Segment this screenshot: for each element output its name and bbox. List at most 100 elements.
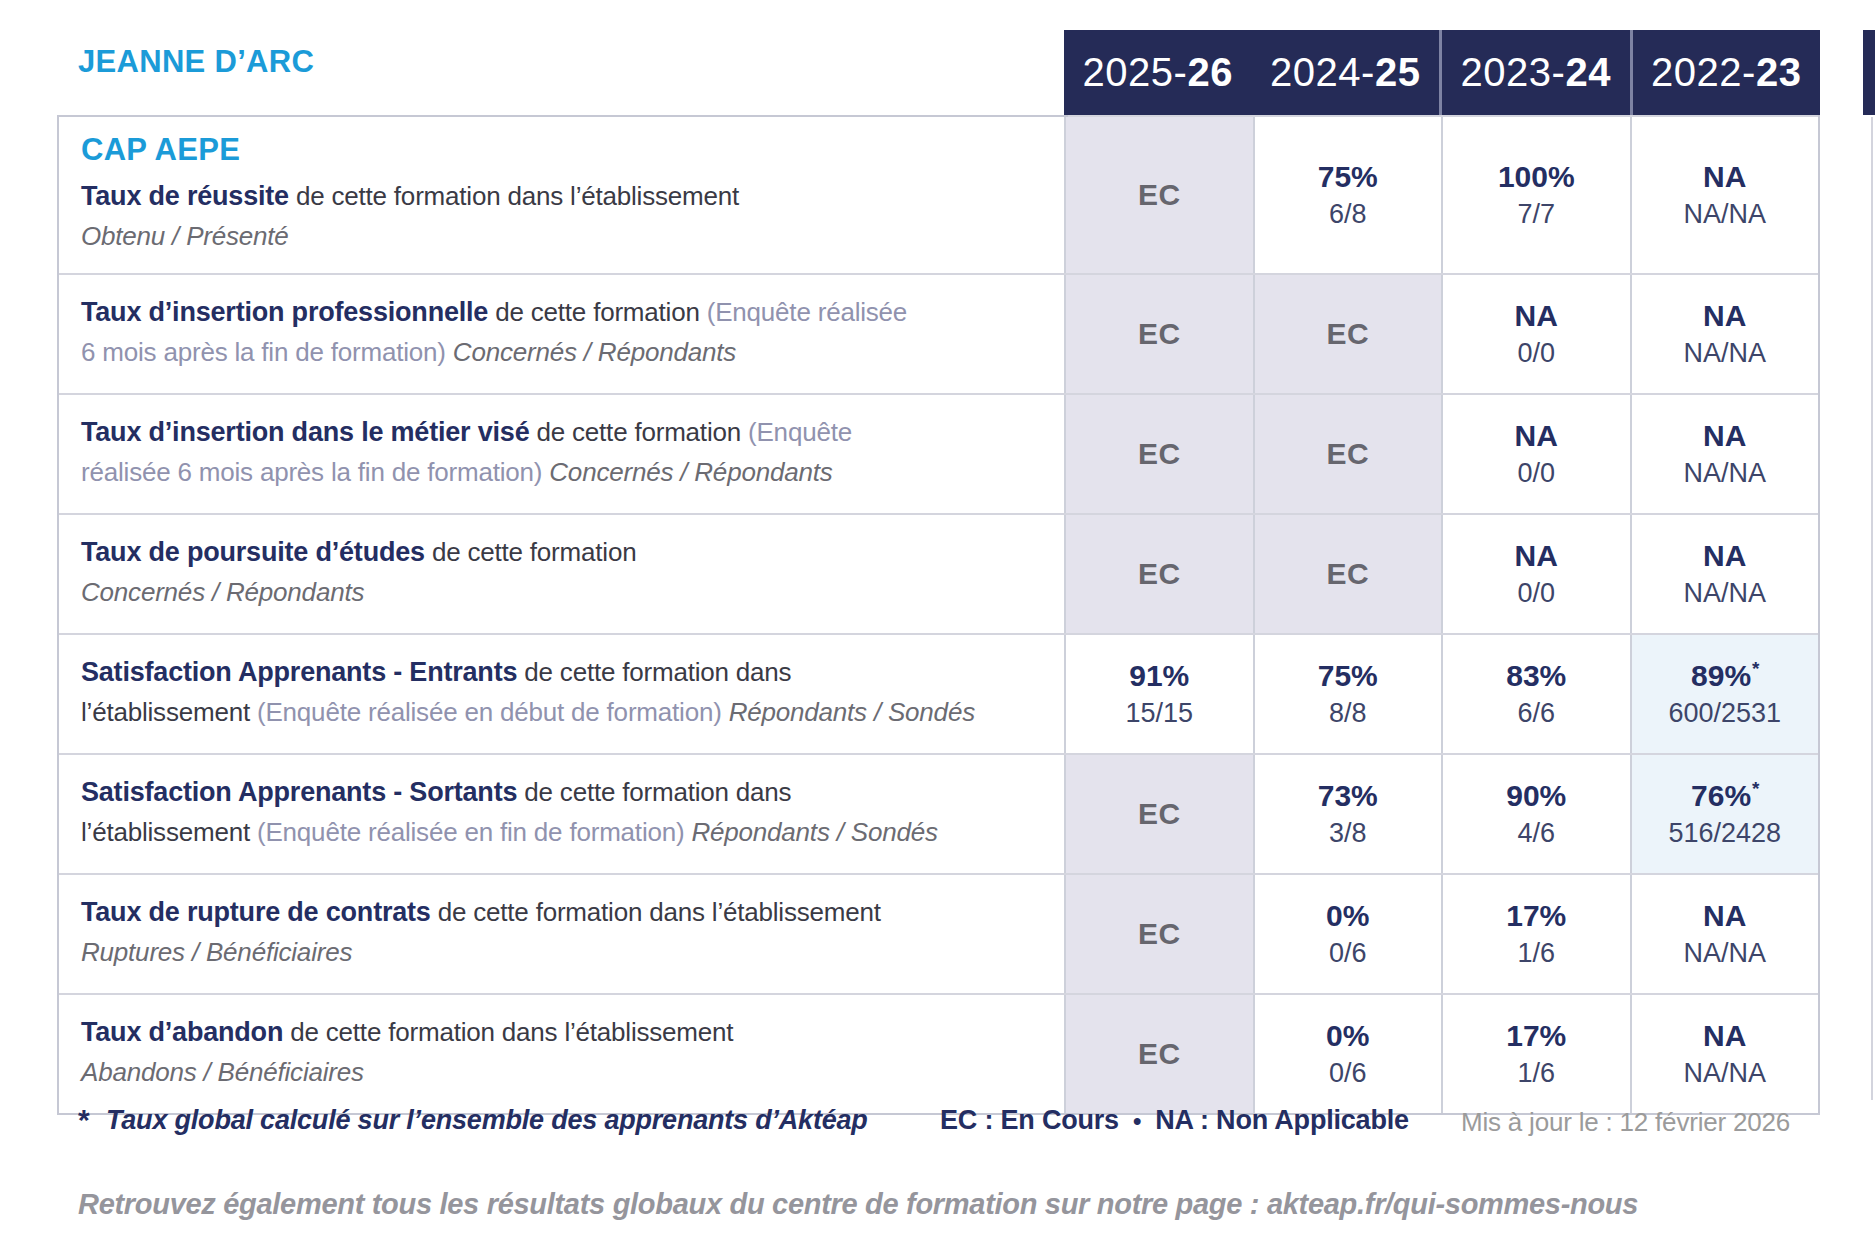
value-cell: NANA/NA: [1630, 515, 1819, 633]
value-cell: 90%4/6: [1441, 755, 1630, 873]
label-line: Abandons / Bénéficiaires: [81, 1054, 364, 1094]
label-line: Taux de réussite de cette formation dans…: [81, 178, 739, 218]
value-cell: 91%15/15: [1064, 635, 1253, 753]
value-cell: 100% 7/7: [1441, 117, 1630, 273]
label-segment-paren: (Enquête réalisée en fin de formation): [257, 817, 684, 847]
value-main: NA: [1515, 539, 1558, 573]
label-line: Obtenu / Présenté: [81, 218, 289, 258]
year-header-2025-26: 2025-26: [1064, 30, 1252, 115]
label-segment-body: de cette formation dans l’établissement: [283, 1017, 733, 1047]
value-cell: EC: [1253, 395, 1442, 513]
value-cell: 73%3/8: [1253, 755, 1442, 873]
label-segment-body: l’établissement: [81, 697, 257, 727]
value-main: 100%: [1498, 160, 1575, 194]
value-ec: EC: [1326, 437, 1369, 471]
legend-ec: EC : En Cours: [940, 1105, 1119, 1135]
label-line: Satisfaction Apprenants - Sortants de ce…: [81, 774, 791, 814]
value-ec: EC: [1326, 557, 1369, 591]
label-segment-note: Ruptures / Bénéficiaires: [81, 937, 352, 967]
value-detail: 600/2531: [1668, 698, 1781, 729]
value-cell: EC: [1064, 515, 1253, 633]
label-segment-note: Concernés / Répondants: [542, 457, 832, 487]
label-line: réalisée 6 mois après la fin de formatio…: [81, 454, 833, 494]
year-header-2024-25: 2024-25: [1252, 30, 1440, 115]
row-label: Taux de rupture de contrats de cette for…: [59, 875, 1064, 993]
year-bold: 25: [1375, 50, 1421, 95]
label-segment-note: Abandons / Bénéficiaires: [81, 1057, 364, 1087]
asterisk-icon: *: [1752, 658, 1759, 679]
adjacent-table-border: [1871, 117, 1873, 1100]
value-ec: EC: [1326, 317, 1369, 351]
table-row: Taux d’insertion professionnelle de cett…: [59, 273, 1818, 393]
label-segment-note: Répondants / Sondés: [722, 697, 975, 727]
year-prefix: 2024-: [1270, 50, 1375, 95]
value-main: 91%: [1129, 659, 1189, 693]
value-detail: 1/6: [1517, 1058, 1555, 1089]
value-cell: NANA/NA: [1630, 875, 1819, 993]
value-detail: 7/7: [1517, 199, 1555, 230]
value-cell: NA0/0: [1441, 395, 1630, 513]
label-segment-body: de cette formation: [425, 537, 637, 567]
label-segment-note: Concernés / Répondants: [81, 577, 364, 607]
value-cell: EC: [1064, 117, 1253, 273]
value-main: NA: [1703, 299, 1746, 333]
label-segment-body: de cette formation dans l’établissement: [431, 897, 881, 927]
label-line: l’établissement (Enquête réalisée en déb…: [81, 694, 975, 734]
label-segment-note: Concernés / Répondants: [446, 337, 736, 367]
label-segment-body: de cette formation dans: [517, 777, 791, 807]
value-cell: EC: [1253, 515, 1442, 633]
label-segment-title: Satisfaction Apprenants - Sortants: [81, 777, 517, 807]
value-cell: 17%1/6: [1441, 875, 1630, 993]
value-ec: EC: [1138, 1037, 1181, 1071]
label-line: Concernés / Répondants: [81, 574, 364, 614]
asterisk-icon: *: [1752, 778, 1759, 799]
label-segment-paren: réalisée 6 mois après la fin de formatio…: [81, 457, 542, 487]
value-main: NA: [1703, 899, 1746, 933]
bullet-icon: •: [1133, 1107, 1141, 1134]
value-cell: EC: [1064, 755, 1253, 873]
row-label: Taux d’insertion professionnelle de cett…: [59, 275, 1064, 393]
year-prefix: 2022-: [1651, 50, 1756, 95]
updated-date: Mis à jour le : 12 février 2026: [1461, 1107, 1790, 1138]
value-cell: EC: [1253, 275, 1442, 393]
establishment-title: JEANNE D’ARC: [78, 44, 314, 80]
value-ec: EC: [1138, 437, 1181, 471]
value-cell: 17%1/6: [1441, 995, 1630, 1113]
value-ec: EC: [1138, 917, 1181, 951]
value-cell: 76%*516/2428: [1630, 755, 1819, 873]
value-detail: 0/6: [1329, 938, 1367, 969]
value-main: 0%: [1326, 899, 1369, 933]
table-row: Taux d’abandon de cette formation dans l…: [59, 993, 1818, 1113]
value-main: 90%: [1506, 779, 1566, 813]
year-bold: 24: [1565, 50, 1611, 95]
value-cell: 0%0/6: [1253, 995, 1442, 1113]
value-detail: 0/0: [1517, 578, 1555, 609]
value-detail: NA/NA: [1683, 1058, 1766, 1089]
label-segment-paren: (Enquête réalisée: [707, 297, 907, 327]
value-detail: 0/0: [1517, 458, 1555, 489]
value-cell: 83%6/6: [1441, 635, 1630, 753]
footnote-text: Taux global calculé sur l’ensemble des a…: [106, 1105, 868, 1136]
year-prefix: 2023-: [1461, 50, 1566, 95]
label-line: Taux de poursuite d’études de cette form…: [81, 534, 636, 574]
label-line: 6 mois après la fin de formation) Concer…: [81, 334, 736, 374]
label-segment-title: Taux d’abandon: [81, 1017, 283, 1047]
table-row: Satisfaction Apprenants - Sortants de ce…: [59, 753, 1818, 873]
value-detail: 0/0: [1517, 338, 1555, 369]
label-segment-title: Satisfaction Apprenants - Entrants: [81, 657, 517, 687]
footer-note: Retrouvez également tous les résultats g…: [78, 1188, 1638, 1221]
value-detail: 516/2428: [1668, 818, 1781, 849]
label-segment-body: de cette formation: [529, 417, 748, 447]
value-cell: NANA/NA: [1630, 117, 1819, 273]
value-detail: 4/6: [1517, 818, 1555, 849]
formation-heading: CAP AEPE: [81, 132, 240, 168]
value-cell: EC: [1064, 395, 1253, 513]
year-prefix: 2025-: [1083, 50, 1188, 95]
row-label: CAP AEPE Taux de réussite de cette format…: [59, 117, 1064, 273]
table-row: Taux d’insertion dans le métier visé de …: [59, 393, 1818, 513]
value-main: 89%*: [1691, 659, 1758, 693]
value-main: 83%: [1506, 659, 1566, 693]
legend: EC : En Cours•NA : Non Applicable: [940, 1105, 1409, 1136]
row-label: Taux d’abandon de cette formation dans l…: [59, 995, 1064, 1113]
value-cell: NA 0/0: [1441, 515, 1630, 633]
